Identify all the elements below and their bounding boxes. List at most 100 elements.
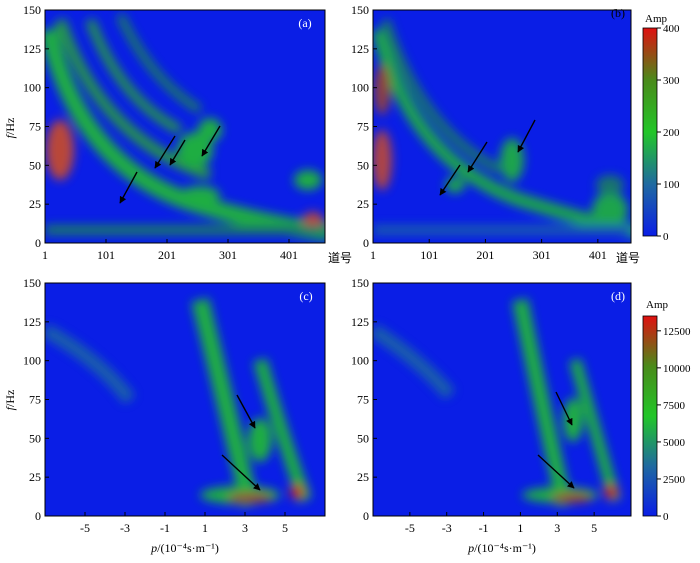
arrow-mark xyxy=(119,171,138,204)
y-tick-label: 50 xyxy=(29,158,41,172)
y-tick-label: 125 xyxy=(351,315,369,329)
arrow-mark xyxy=(201,125,221,157)
y-tick-label: 75 xyxy=(29,120,41,134)
panel-a: (a) 1 101 201 301 401 0 25 50 75 100 125 150 f/Hz 道… xyxy=(3,3,352,265)
y-tick-label: 50 xyxy=(29,431,41,445)
panel-a-ticks: 1 101 201 301 401 0 25 50 75 100 125 150 xyxy=(23,3,298,262)
x-tick-label: 101 xyxy=(97,248,115,262)
x-tick-label: 5 xyxy=(591,521,597,535)
colorbar-bottom-gradient xyxy=(642,315,658,517)
colorbar-tick-label: 10000 xyxy=(663,363,691,375)
panel-d-label: (d) xyxy=(611,289,625,303)
y-tick-label: 150 xyxy=(351,3,369,17)
colorbar-tick-label: 400 xyxy=(663,23,680,35)
panel-a-ylabel: f/Hz xyxy=(3,118,17,139)
panel-c-xlabel: p/(10⁻⁴s·m⁻¹) xyxy=(150,541,219,555)
y-tick-label: 75 xyxy=(357,120,369,134)
arrow-mark xyxy=(221,454,261,491)
x-tick-label: -5 xyxy=(405,521,415,535)
arrow-mark xyxy=(517,119,536,153)
colorbar-top: Amp 0 100 200 300 400 xyxy=(642,13,680,243)
colorbar-tick-label: 300 xyxy=(663,75,680,87)
x-tick-label: -3 xyxy=(120,521,130,535)
panel-a-arrows xyxy=(119,125,221,204)
colorbar-bottom-title: Amp xyxy=(646,299,669,311)
arrow-mark xyxy=(154,135,176,169)
x-tick-label: 3 xyxy=(554,521,560,535)
colorbar-bottom-ticks: 0 2500 5000 7500 10000 12500 xyxy=(657,326,691,523)
y-tick-label: 125 xyxy=(351,42,369,56)
colorbar-tick-label: 100 xyxy=(663,179,680,191)
panel-c-ylabel: f/Hz xyxy=(3,390,17,411)
x-tick-label: -3 xyxy=(442,521,452,535)
x-tick-label: 201 xyxy=(158,248,176,262)
panel-b-ticks: 1 101 201 301 401 0 25 50 75 100 125 150 xyxy=(351,3,607,262)
colorbar-top-gradient xyxy=(642,27,658,237)
colorbar-tick-label: 2500 xyxy=(663,474,686,486)
x-tick-label: -1 xyxy=(160,521,170,535)
x-tick-label: -5 xyxy=(80,521,90,535)
colorbar-tick-label: 0 xyxy=(663,511,669,523)
colorbar-tick-label: 200 xyxy=(663,127,680,139)
y-tick-label: 150 xyxy=(23,276,41,290)
x-tick-label: 401 xyxy=(589,248,607,262)
panel-b-arrows xyxy=(439,119,536,196)
panel-d-arrows xyxy=(537,391,575,489)
y-tick-label: 75 xyxy=(357,393,369,407)
panel-b: (b) 1 101 201 301 401 0 25 50 75 100 125 150 道号 xyxy=(351,3,640,265)
panel-a-xlabel: 道号 xyxy=(328,251,352,265)
x-tick-label: 401 xyxy=(280,248,298,262)
x-tick-label: 1 xyxy=(42,248,48,262)
y-tick-label: 125 xyxy=(23,42,41,56)
colorbar-top-ticks: 0 100 200 300 400 xyxy=(657,23,680,243)
x-tick-label: 301 xyxy=(219,248,237,262)
colorbar-bottom: Amp 0 2500 5000 7500 10000 12500 xyxy=(642,299,691,523)
x-tick-label: 301 xyxy=(533,248,551,262)
y-tick-label: 0 xyxy=(35,509,41,523)
y-tick-label: 50 xyxy=(357,431,369,445)
panel-b-label: (b) xyxy=(611,6,625,20)
y-tick-label: 150 xyxy=(23,3,41,17)
panel-c-heat-texture xyxy=(45,297,312,508)
arrow-mark xyxy=(467,141,488,173)
arrow-mark xyxy=(537,454,575,489)
y-tick-label: 25 xyxy=(29,470,41,484)
arrow-mark xyxy=(236,394,256,429)
arrow-mark xyxy=(169,139,186,166)
x-tick-label: 101 xyxy=(420,248,438,262)
colorbar-tick-label: 12500 xyxy=(663,326,691,338)
y-tick-label: 50 xyxy=(357,158,369,172)
x-tick-label: 5 xyxy=(282,521,288,535)
y-tick-label: 125 xyxy=(23,315,41,329)
y-tick-label: 25 xyxy=(357,470,369,484)
colorbar-tick-label: 0 xyxy=(663,231,669,243)
x-tick-label: 1 xyxy=(517,521,523,535)
panel-c-plot-background xyxy=(45,283,325,516)
x-tick-label: 3 xyxy=(242,521,248,535)
x-tick-label: 1 xyxy=(202,521,208,535)
y-tick-label: 0 xyxy=(363,236,369,250)
panel-d-heat-texture xyxy=(373,298,621,507)
y-tick-label: 0 xyxy=(35,236,41,250)
x-tick-label: 1 xyxy=(370,248,376,262)
arrow-mark xyxy=(439,164,461,196)
colorbar-tick-label: 5000 xyxy=(663,437,686,449)
panel-a-heat-texture xyxy=(45,13,325,241)
y-tick-label: 100 xyxy=(351,354,369,368)
panel-c-label: (c) xyxy=(299,289,312,303)
panel-a-label: (a) xyxy=(298,16,311,30)
x-tick-label: -1 xyxy=(479,521,489,535)
y-tick-label: 75 xyxy=(29,393,41,407)
x-tick-label: 201 xyxy=(476,248,494,262)
arrow-mark xyxy=(555,391,573,426)
y-tick-label: 0 xyxy=(363,509,369,523)
y-tick-label: 150 xyxy=(351,276,369,290)
y-tick-label: 100 xyxy=(23,81,41,95)
colorbar-tick-label: 7500 xyxy=(663,400,686,412)
colorbar-top-title: Amp xyxy=(645,13,668,25)
y-tick-label: 25 xyxy=(357,197,369,211)
